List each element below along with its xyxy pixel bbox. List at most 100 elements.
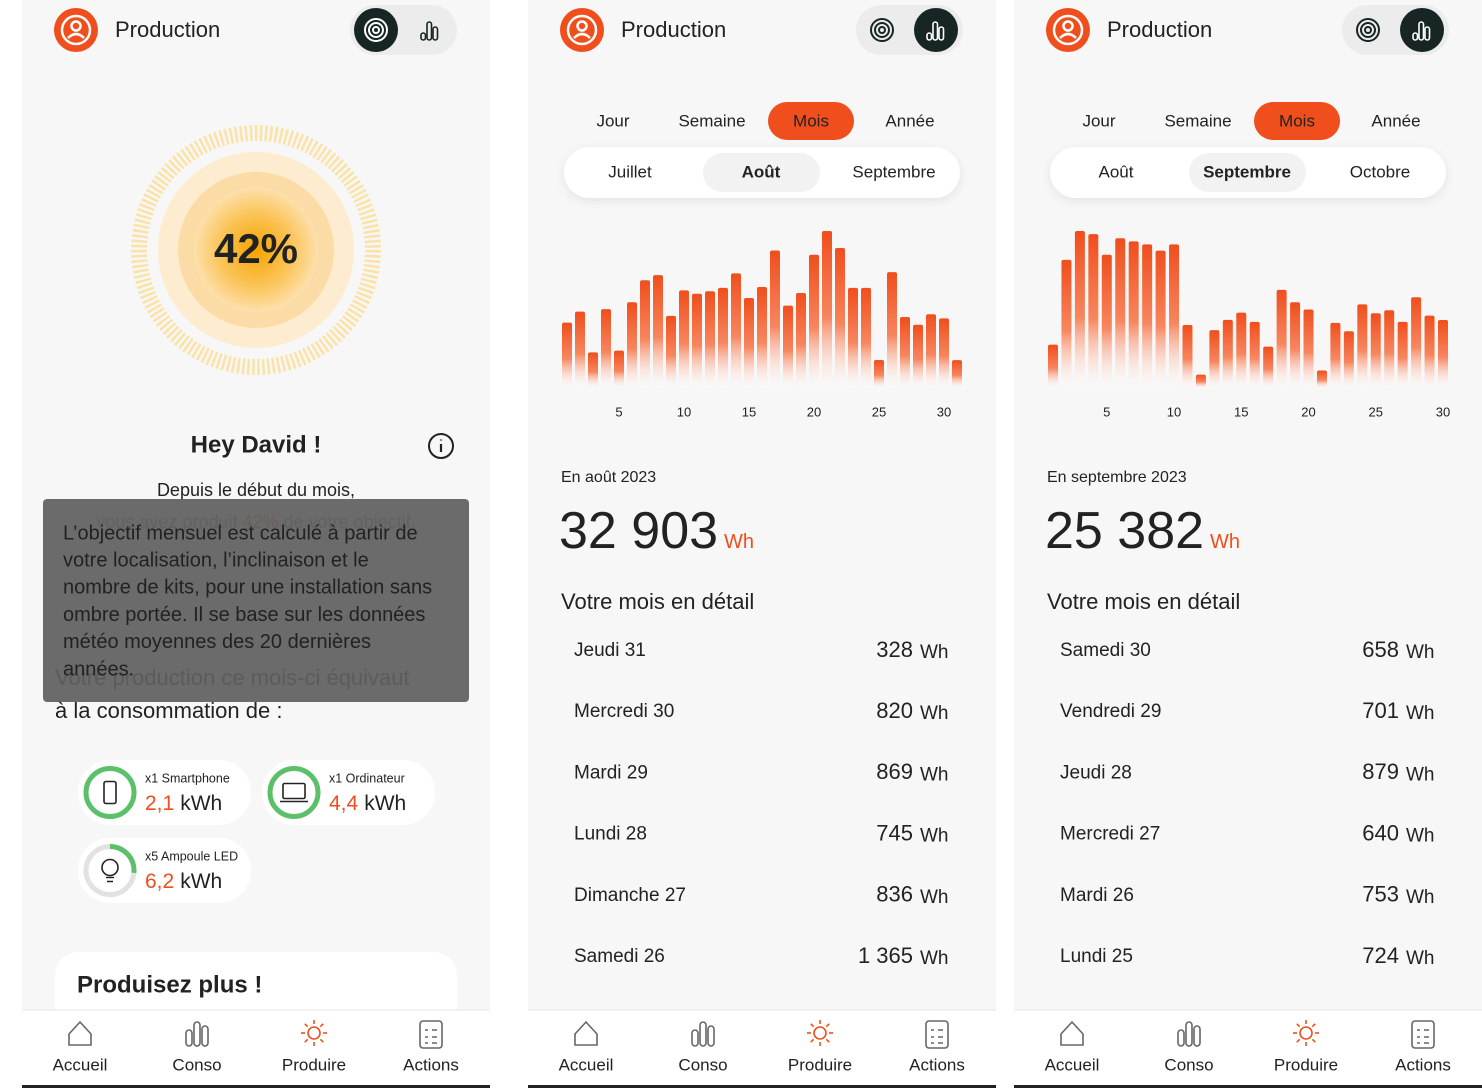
period-label[interactable]: Août — [1099, 162, 1134, 181]
bar — [1182, 324, 1193, 388]
logo-body — [67, 32, 85, 39]
detail-title: Votre mois en détail — [561, 589, 754, 614]
bar — [744, 298, 754, 388]
bottom-nav — [1014, 1010, 1482, 1088]
info-button[interactable] — [428, 433, 454, 459]
progress-arc — [83, 844, 137, 897]
period-label[interactable]: Septembre — [1203, 162, 1291, 181]
nav-label[interactable]: Conso — [1164, 1055, 1213, 1074]
bar — [627, 302, 637, 388]
home-icon — [1060, 1020, 1084, 1046]
chart-view-button[interactable] — [914, 8, 958, 52]
period-label[interactable]: Septembre — [852, 162, 935, 181]
actions-icon — [1411, 1020, 1435, 1049]
chart-icon — [1412, 32, 1419, 41]
bar — [1249, 321, 1260, 388]
x-tick-label: 20 — [1301, 404, 1315, 419]
bar — [1357, 304, 1368, 388]
chart-view-button[interactable] — [1400, 8, 1444, 52]
bar — [822, 231, 832, 388]
nav-label[interactable]: Actions — [403, 1055, 459, 1074]
row-day: Dimanche 27 — [574, 885, 686, 906]
x-tick-label: 15 — [742, 404, 756, 419]
gauge-core — [194, 188, 318, 312]
bar — [1209, 330, 1220, 388]
row-value: 879 — [1362, 759, 1399, 784]
nav-label[interactable]: Accueil — [559, 1055, 614, 1074]
item-label: x1 Ordinateur — [329, 771, 405, 785]
tab-label[interactable]: Année — [1371, 111, 1420, 130]
nav-label[interactable]: Actions — [909, 1055, 965, 1074]
bar — [1263, 346, 1274, 388]
nav-label[interactable]: Produire — [282, 1055, 346, 1074]
bar — [783, 305, 793, 388]
bar — [1424, 315, 1435, 388]
conso-icon — [699, 1021, 707, 1047]
sun-ray — [825, 1038, 830, 1043]
tab-label[interactable]: Mois — [793, 111, 829, 130]
bar — [809, 254, 819, 388]
logo-body — [573, 32, 591, 39]
phone-screen: Production Jour Semaine Mois Année Juillet Aoû… — [528, 0, 996, 1088]
item-label: x1 Smartphone — [145, 771, 230, 785]
period-label[interactable]: Juillet — [608, 162, 652, 181]
bar — [718, 287, 728, 388]
bar — [939, 318, 949, 388]
goal-icon — [870, 18, 894, 42]
bar — [679, 290, 689, 388]
gauge-label: 42% — [214, 225, 298, 272]
nav-label[interactable]: Conso — [678, 1055, 727, 1074]
bar — [1115, 238, 1126, 388]
chart-icon — [926, 32, 933, 41]
bar — [770, 250, 780, 388]
bar — [1330, 322, 1341, 388]
nav-icon — [1411, 1020, 1435, 1049]
row-unit: Wh — [920, 764, 949, 785]
tab-label[interactable]: Jour — [596, 111, 629, 130]
period-label[interactable]: Août — [742, 162, 781, 181]
x-tick-label: 20 — [807, 404, 821, 419]
bar — [1061, 259, 1072, 388]
nav-label[interactable]: Produire — [788, 1055, 852, 1074]
nav-icon — [68, 1020, 92, 1046]
bar — [1074, 231, 1085, 388]
row-unit: Wh — [920, 826, 949, 847]
nav-label[interactable]: Actions — [1395, 1055, 1451, 1074]
item-number: 2,1 — [145, 792, 174, 815]
header-title: Production — [621, 17, 726, 42]
bar — [588, 352, 598, 388]
tooltip-line: votre localisation, l’inclinaison et le — [63, 549, 369, 571]
bar — [666, 315, 676, 388]
nav-label[interactable]: Conso — [172, 1055, 221, 1074]
goal-view-button[interactable] — [354, 8, 398, 52]
bar — [731, 273, 741, 388]
nav-label[interactable]: Produire — [1274, 1055, 1338, 1074]
row-value: 640 — [1362, 820, 1399, 845]
bar — [1438, 320, 1448, 388]
bulb-base — [106, 876, 114, 883]
bar — [1370, 313, 1381, 388]
nav-icon — [185, 1021, 209, 1047]
bar — [1316, 370, 1327, 388]
detail-title: Votre mois en détail — [1047, 589, 1240, 614]
bar — [796, 292, 806, 388]
actions-icon — [419, 1020, 443, 1049]
x-tick-label: 10 — [1167, 404, 1181, 419]
nav-icon — [1177, 1021, 1201, 1047]
period-label[interactable]: Octobre — [1350, 162, 1410, 181]
tab-label[interactable]: Semaine — [1164, 111, 1231, 130]
tab-label[interactable]: Semaine — [678, 111, 745, 130]
nav-label[interactable]: Accueil — [53, 1055, 108, 1074]
chart-icon — [426, 21, 433, 41]
cta-title[interactable]: Produisez plus ! — [77, 971, 262, 998]
tab-label[interactable]: Mois — [1279, 111, 1315, 130]
tab-label[interactable]: Année — [885, 111, 934, 130]
logo-head — [1062, 20, 1074, 32]
conso-icon — [691, 1029, 699, 1047]
conso-icon — [707, 1025, 715, 1047]
sun-icon — [813, 1026, 827, 1040]
nav-label[interactable]: Accueil — [1045, 1055, 1100, 1074]
bottom-nav — [22, 1010, 490, 1088]
tab-label[interactable]: Jour — [1082, 111, 1115, 130]
